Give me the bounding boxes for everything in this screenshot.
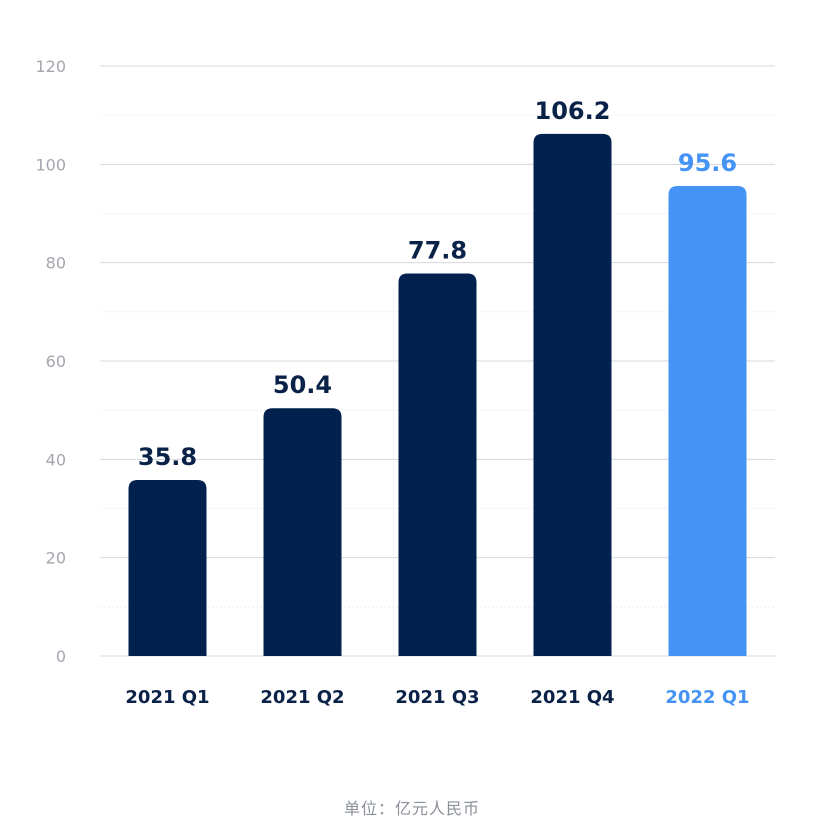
bar-value-label: 35.8 <box>138 443 197 471</box>
unit-note: 单位：亿元人民币 <box>343 799 480 818</box>
bar <box>128 479 207 656</box>
value-labels: 35.8 50.4 77.8 106.2 95.6 <box>138 97 737 471</box>
bar-value-label: 106.2 <box>535 97 611 125</box>
y-tick-label: 40 <box>46 450 66 469</box>
x-tick-label: 2021 Q2 <box>260 687 344 708</box>
y-tick-label: 60 <box>46 352 66 371</box>
bar <box>533 133 612 657</box>
x-tick-label: 2021 Q1 <box>125 687 209 708</box>
bar <box>398 273 477 656</box>
y-tick-label: 0 <box>56 647 66 666</box>
bar-value-label: 50.4 <box>273 371 332 399</box>
y-axis-tick-labels: 0 20 40 60 80 100 120 <box>35 57 66 666</box>
bar-value-label: 95.6 <box>678 149 737 177</box>
x-tick-label: 2021 Q4 <box>530 687 614 708</box>
bar <box>263 408 342 656</box>
y-tick-label: 120 <box>35 57 66 76</box>
y-tick-label: 80 <box>46 254 66 273</box>
x-tick-label: 2022 Q1 <box>665 687 749 708</box>
bar <box>668 185 747 656</box>
bar-value-label: 77.8 <box>408 236 467 264</box>
x-axis-tick-labels: 2021 Q1 2021 Q2 2021 Q3 2021 Q4 2022 Q1 <box>125 687 749 708</box>
y-tick-label: 20 <box>46 549 66 568</box>
x-tick-label: 2021 Q3 <box>395 687 479 708</box>
bars <box>128 133 747 657</box>
y-tick-label: 100 <box>35 155 66 174</box>
